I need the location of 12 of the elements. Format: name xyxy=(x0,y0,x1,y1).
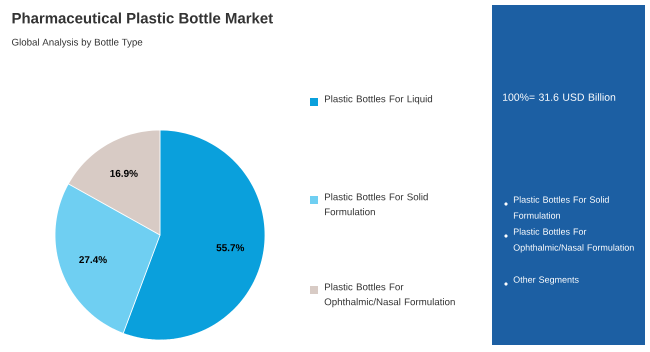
text: Other Segments xyxy=(514,276,579,285)
chart-subtitle: Global Analysis by Bottle Type xyxy=(12,38,142,48)
text: Plastic Bottles For Ophthalmic/Nasal Formulation xyxy=(514,228,634,252)
data-label: 55.7% xyxy=(216,244,244,252)
text: 100%= 31.6 USD Billion xyxy=(503,93,616,101)
legend-label: Plastic Bottles For Liquid xyxy=(325,95,432,104)
legend-label: Plastic Bottles For Solid Formulation xyxy=(325,193,428,216)
text: Plastic Bottles For Solid Formulation xyxy=(514,196,609,219)
data-label: 27.4% xyxy=(79,256,107,264)
data-label: 16.9% xyxy=(110,170,138,177)
legend-label: Plastic Bottles For Ophthalmic/Nasal Formulation xyxy=(324,283,455,308)
chart-title: Pharmaceutical Plastic Bottle Market xyxy=(12,12,273,24)
